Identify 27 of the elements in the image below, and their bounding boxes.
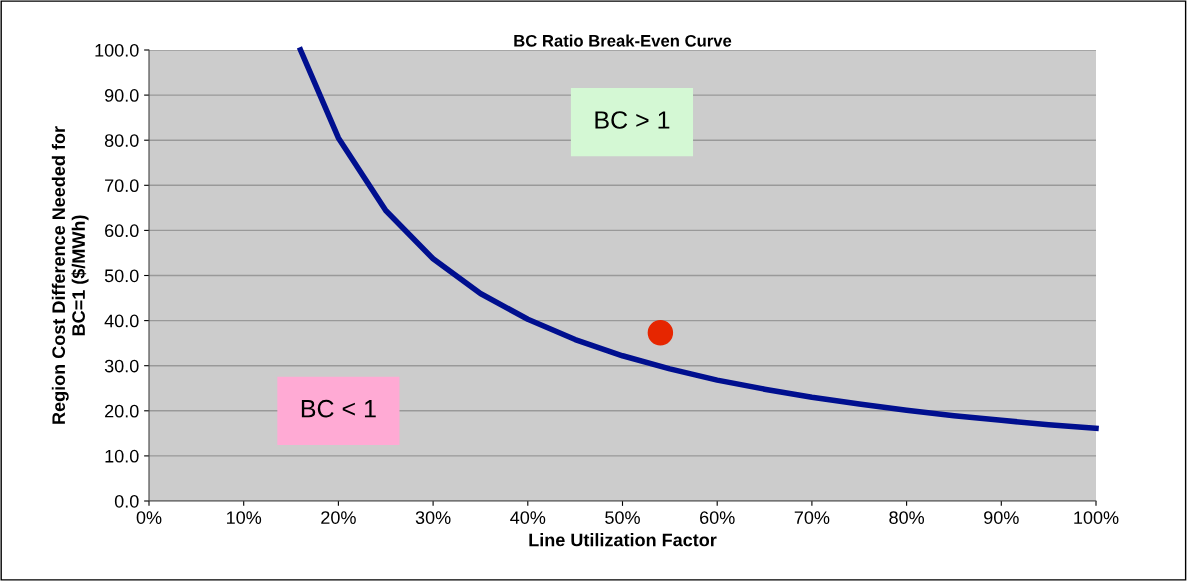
x-tick-label: 80% bbox=[889, 511, 925, 524]
y-tick-label: 30.0 bbox=[104, 359, 139, 373]
y-tick-label: 20.0 bbox=[105, 404, 139, 418]
x-tick-label: 90% bbox=[984, 511, 1019, 524]
x-axis-title: Line Utilization Factor bbox=[529, 533, 717, 547]
x-tick-label: 60% bbox=[700, 511, 735, 524]
x-tick-label: 0% bbox=[136, 511, 162, 524]
y-tick-label: 50.0 bbox=[104, 269, 139, 283]
y-tick-label: 40.0 bbox=[104, 314, 139, 328]
chart-title: BC Ratio Break-Even Curve bbox=[514, 34, 732, 47]
y-tick-label: 90.0 bbox=[104, 89, 139, 102]
x-tick-label: 70% bbox=[794, 511, 830, 524]
y-tick-label: 60.0 bbox=[105, 224, 139, 238]
annotation: BC < 1 bbox=[301, 399, 376, 418]
x-tick-label: 20% bbox=[321, 511, 356, 524]
x-tick-label: 40% bbox=[510, 511, 546, 524]
y-tick-label: 70.0 bbox=[105, 179, 139, 193]
x-tick-label: 30% bbox=[415, 511, 451, 524]
x-tick-label: 50% bbox=[605, 511, 640, 524]
x-tick-label: 100% bbox=[1074, 511, 1119, 524]
y-tick-label: 80.0 bbox=[104, 134, 139, 147]
y-axis-title: Region Cost Difference Needed for BC=1 ($/MWh) bbox=[51, 126, 89, 424]
x-tick-label: 10% bbox=[227, 511, 262, 524]
y-tick-label: 10.0 bbox=[105, 449, 139, 463]
y-tick-label: 100.0 bbox=[95, 43, 139, 57]
y-tick-label: 0.0 bbox=[114, 494, 139, 508]
annotation: BC > 1 bbox=[595, 111, 670, 129]
